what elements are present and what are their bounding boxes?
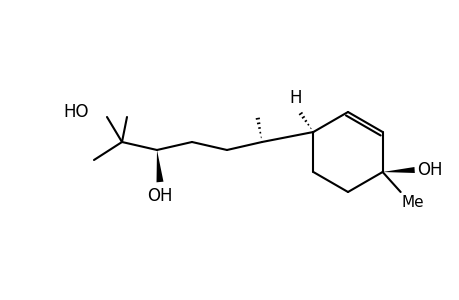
Text: HO: HO [63, 103, 89, 121]
Polygon shape [156, 150, 163, 182]
Polygon shape [382, 167, 414, 173]
Text: OH: OH [147, 187, 173, 205]
Text: H: H [288, 89, 301, 107]
Text: OH: OH [416, 161, 441, 179]
Text: Me: Me [401, 195, 423, 210]
